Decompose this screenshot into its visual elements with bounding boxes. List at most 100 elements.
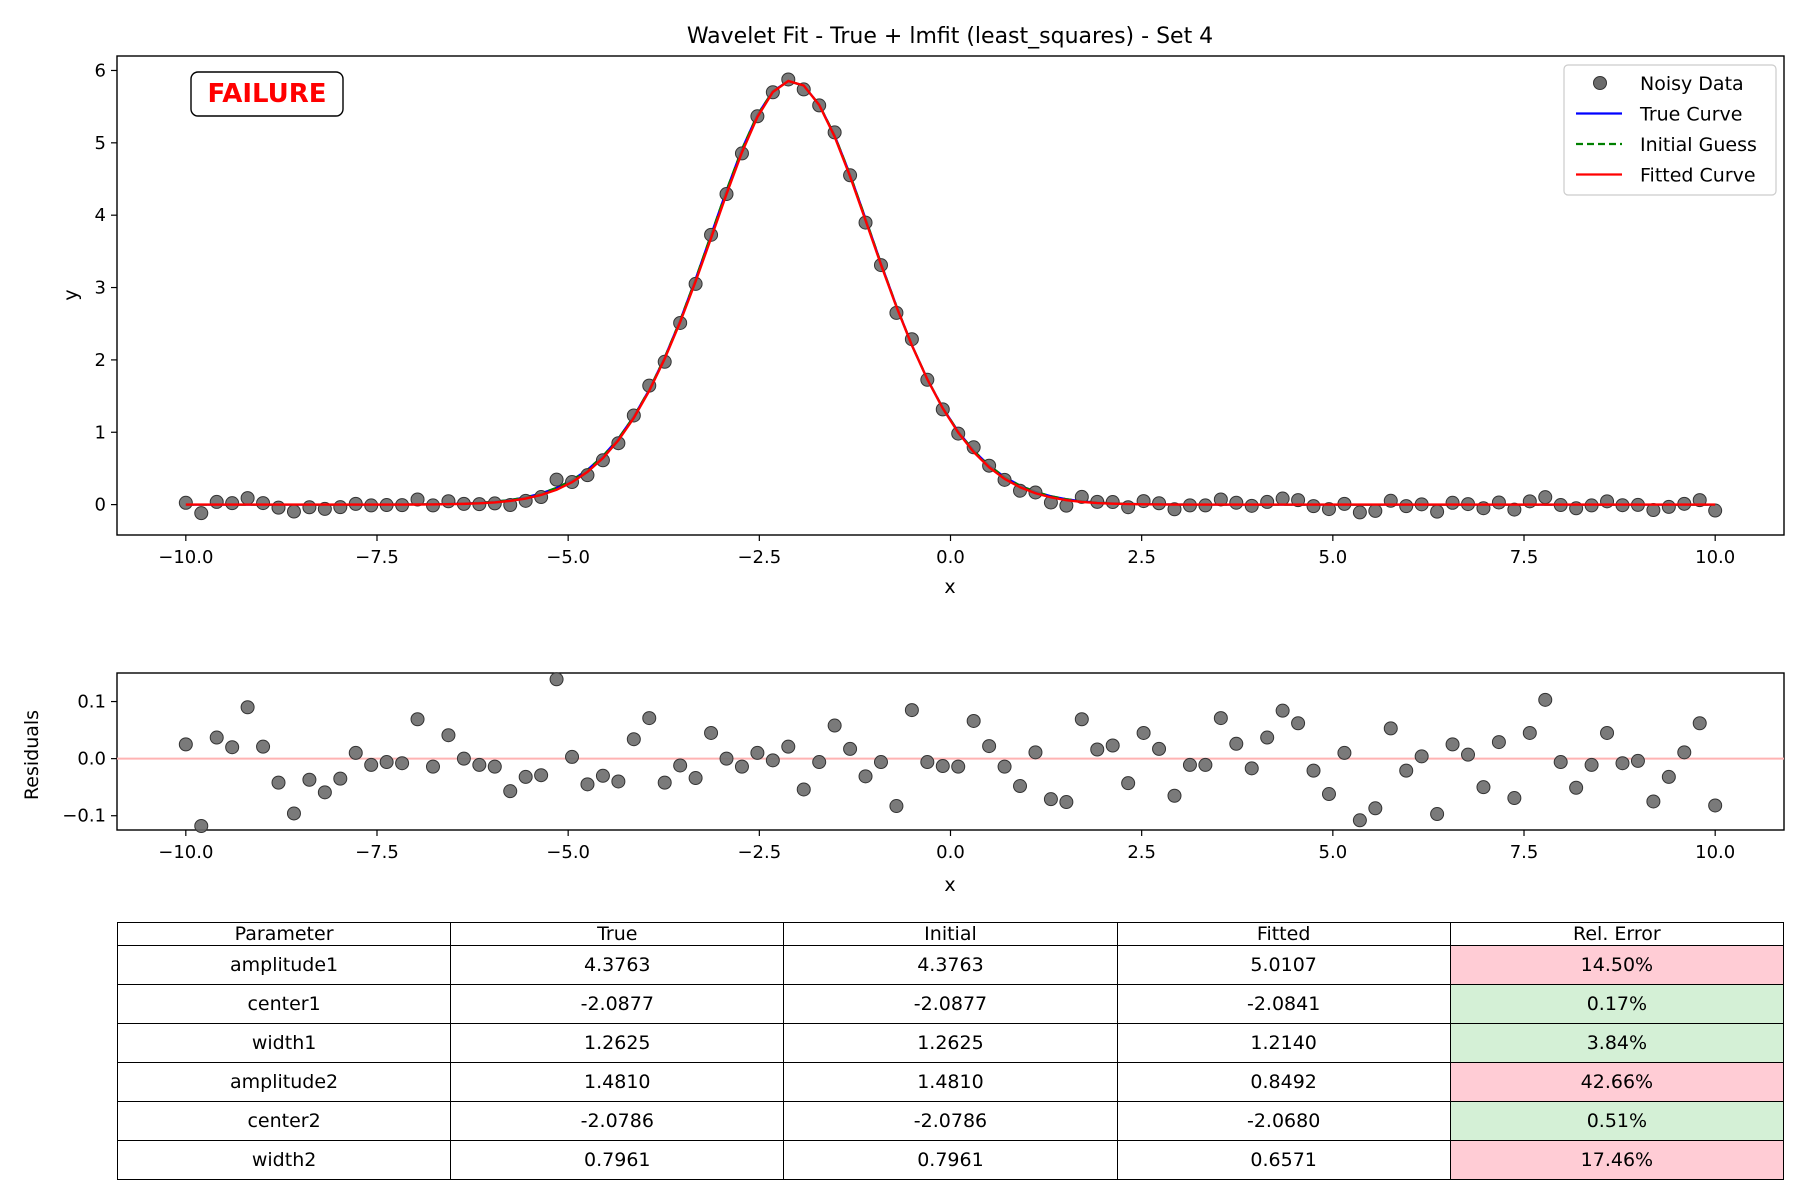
residual-point xyxy=(410,712,425,727)
chart-title: Wavelet Fit - True + lmfit (least_square… xyxy=(687,24,1213,49)
table-cell: -2.0786 xyxy=(450,1101,785,1141)
residual-point xyxy=(271,775,286,790)
residual-point xyxy=(456,751,471,766)
table-cell: 4.3763 xyxy=(783,945,1118,985)
residual-point xyxy=(286,806,301,821)
legend-label: Initial Guess xyxy=(1640,134,1757,156)
residuals-y-axis: −0.1 0.0 0.1 xyxy=(62,692,117,827)
residual-point xyxy=(1383,721,1398,736)
residual-point xyxy=(1708,798,1723,813)
residual-point xyxy=(395,756,410,771)
residual-point xyxy=(1522,725,1537,740)
residual-point xyxy=(472,757,487,772)
legend-marker xyxy=(1593,76,1607,90)
noisy-data-point xyxy=(194,506,209,521)
residual-point xyxy=(256,739,271,754)
residual-point xyxy=(966,713,981,728)
x-tick-label: −10.0 xyxy=(158,842,213,863)
residual-point xyxy=(765,753,780,768)
residual-point xyxy=(348,745,363,760)
noisy-data-point xyxy=(225,496,240,511)
noisy-data-point xyxy=(1136,494,1151,509)
table-cell: -2.0680 xyxy=(1116,1101,1451,1141)
x-tick-label: 5.0 xyxy=(1319,547,1348,568)
residual-point xyxy=(1630,753,1645,768)
residual-point xyxy=(1028,745,1043,760)
rel-error-cell: 17.46% xyxy=(1449,1140,1785,1180)
residual-point xyxy=(1430,807,1445,822)
residual-point xyxy=(1136,725,1151,740)
noisy-data-point xyxy=(611,436,626,451)
table-header-cell: Rel. Error xyxy=(1449,922,1785,946)
residual-point xyxy=(1646,794,1661,809)
noisy-data-point xyxy=(286,504,301,519)
residual-point xyxy=(827,718,842,733)
residual-point xyxy=(565,749,580,764)
table-header-cell: Fitted xyxy=(1116,922,1451,946)
x-tick-label: −7.5 xyxy=(355,547,399,568)
y-tick-label: 0.1 xyxy=(77,692,106,713)
rel-error-cell: 0.51% xyxy=(1449,1101,1785,1141)
table-cell: 1.2625 xyxy=(783,1023,1118,1063)
parameter-table: Parameter True Initial Fitted Rel. Error… xyxy=(116,922,1785,1180)
residual-point xyxy=(796,782,811,797)
residual-point xyxy=(364,757,379,772)
y-tick-label: 1 xyxy=(95,422,106,443)
x-tick-label: 5.0 xyxy=(1319,842,1348,863)
x-tick-label: 2.5 xyxy=(1127,842,1156,863)
table-header-row: Parameter True Initial Fitted Rel. Error xyxy=(116,922,1785,946)
status-badge-box xyxy=(190,71,344,117)
rel-error-cell: 3.84% xyxy=(1449,1023,1785,1063)
residuals-plot-frame xyxy=(116,672,1785,831)
x-tick-label: −2.5 xyxy=(737,547,781,568)
residuals-x-axis-label: x xyxy=(944,874,955,896)
residual-point xyxy=(1661,769,1676,784)
x-tick-label: 7.5 xyxy=(1510,547,1539,568)
main-plot-frame xyxy=(116,55,1785,536)
noisy-data-point xyxy=(549,472,564,487)
residuals-x-axis: −10.0 −7.5 −5.0 −2.5 0.0 2.5 5.0 7.5 10.0 xyxy=(158,830,1735,863)
residual-point xyxy=(1538,692,1553,707)
noisy-data-point xyxy=(1661,499,1676,514)
x-tick-label: 7.5 xyxy=(1510,842,1539,863)
legend-label: Fitted Curve xyxy=(1640,165,1756,187)
table-cell: 1.4810 xyxy=(783,1062,1118,1102)
residual-point xyxy=(1244,761,1259,776)
main-y-axis-label: y xyxy=(60,289,82,300)
residuals-plot: −10.0 −7.5 −5.0 −2.5 0.0 2.5 5.0 7.5 10.0 −0.1 0.… xyxy=(21,672,1785,896)
table-row: center2 -2.0786 -2.0786 -2.0680 0.51% xyxy=(116,1101,1785,1141)
status-badge: FAILURE xyxy=(190,71,344,117)
x-tick-label: −2.5 xyxy=(737,842,781,863)
table-row: amplitude1 4.3763 4.3763 5.0107 14.50% xyxy=(116,945,1785,985)
x-tick-label: 0.0 xyxy=(936,842,965,863)
residual-point xyxy=(750,745,765,760)
y-tick-label: −0.1 xyxy=(62,806,106,827)
y-tick-label: 2 xyxy=(95,350,106,371)
residual-point xyxy=(812,755,827,770)
main-y-axis: 0 1 2 3 4 5 6 xyxy=(95,60,117,516)
noisy-data-point xyxy=(333,500,348,515)
noisy-data-point xyxy=(1244,498,1259,513)
table-cell: -2.0841 xyxy=(1116,984,1451,1024)
noisy-data-point xyxy=(1260,494,1275,509)
residual-point xyxy=(657,775,672,790)
residual-point xyxy=(1291,716,1306,731)
residual-point xyxy=(611,774,626,789)
noisy-data-point xyxy=(209,494,224,509)
x-tick-label: 2.5 xyxy=(1127,547,1156,568)
residual-point xyxy=(317,785,332,800)
legend-label: Noisy Data xyxy=(1640,73,1744,95)
residual-point xyxy=(1553,755,1568,770)
rel-error-cell: 14.50% xyxy=(1449,945,1785,985)
fitted-curve-line xyxy=(185,79,1716,506)
residual-point xyxy=(1090,742,1105,757)
table-cell: 0.6571 xyxy=(1116,1140,1451,1180)
residual-point xyxy=(1059,795,1074,810)
noisy-data-point xyxy=(1538,490,1553,505)
noisy-data-point xyxy=(1708,503,1723,518)
residual-point xyxy=(379,755,394,770)
residuals-y-axis-label: Residuals xyxy=(21,710,43,800)
residual-point xyxy=(1043,792,1058,807)
table-body: amplitude1 4.3763 4.3763 5.0107 14.50% center… xyxy=(116,945,1785,1180)
residual-point xyxy=(1213,711,1228,726)
